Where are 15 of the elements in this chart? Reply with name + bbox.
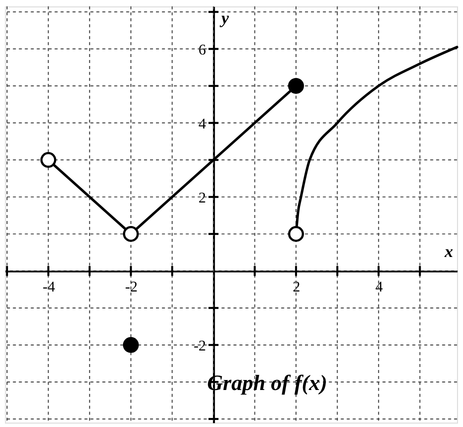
y-tick-label: 4 <box>198 116 207 132</box>
point <box>122 226 139 242</box>
y-tick-label: 6 <box>198 42 206 58</box>
point <box>288 226 304 242</box>
x-tick-label: 4 <box>375 279 384 296</box>
x-axis-title: x <box>444 242 454 262</box>
y-axis-title: y <box>219 8 230 28</box>
y-tick-label: -2 <box>194 338 206 354</box>
x-tick-label: -4 <box>42 279 56 296</box>
x-tick-label: 2 <box>292 279 300 296</box>
y-tick-label: 2 <box>198 190 206 206</box>
point <box>288 78 304 94</box>
point <box>40 152 56 168</box>
point <box>122 337 139 353</box>
x-tick-label: -2 <box>125 279 138 296</box>
